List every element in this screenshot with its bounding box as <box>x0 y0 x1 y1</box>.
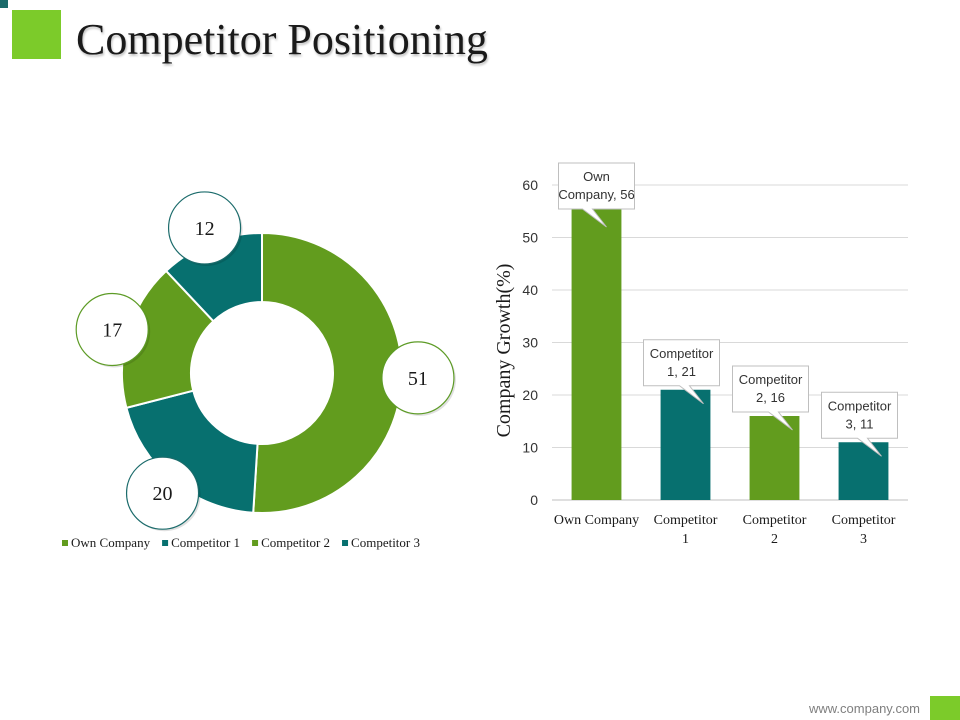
y-tick-label: 50 <box>522 230 538 246</box>
doughnut-legend: Own Company Competitor 1 Competitor 2 Compe… <box>62 535 420 550</box>
bar-competitor-1 <box>660 389 711 500</box>
bar-data-label: Competitor 2, 16 <box>739 372 803 405</box>
bar-data-callout: Competitor 1, 21 <box>643 339 720 405</box>
doughnut-value-label: 20 <box>153 483 173 505</box>
bar-data-callout: Competitor 2, 16 <box>732 365 809 431</box>
doughnut-value-label: 51 <box>408 368 428 390</box>
bar-competitor-2 <box>749 416 800 500</box>
legend-swatch <box>342 540 349 546</box>
bar-own-company <box>571 206 622 500</box>
x-tick-label: Own Company <box>554 513 639 528</box>
footer-accent-square <box>930 696 960 720</box>
corner-accent <box>0 0 8 8</box>
doughnut-data-label: 20 <box>125 456 201 532</box>
legend-label: Own Company <box>71 535 151 550</box>
bar-data-callout: Own Company, 56 <box>558 162 635 228</box>
doughnut-data-label: 12 <box>167 191 243 266</box>
y-tick-label: 30 <box>522 335 538 351</box>
doughnut-slice-competitor-2 <box>121 269 215 410</box>
footer-url: www.company.com <box>808 701 920 716</box>
bar-competitor-3 <box>838 442 889 500</box>
bar-chart: 0 10 20 30 40 50 60 Company Growth(%) Own Compan… <box>493 162 908 547</box>
legend-label: Competitor 1 <box>171 535 240 550</box>
legend-label: Competitor 2 <box>261 535 330 550</box>
legend-swatch <box>62 540 68 546</box>
title-accent-square <box>12 10 61 59</box>
legend-label: Competitor 3 <box>351 535 420 550</box>
y-tick-label: 10 <box>522 440 538 456</box>
doughnut-slice-competitor-1 <box>125 389 259 514</box>
legend-swatch <box>252 540 259 546</box>
doughnut-data-label: 51 <box>381 341 456 416</box>
doughnut-value-label: 17 <box>102 319 122 341</box>
bar-data-label: Competitor 3, 11 <box>828 398 892 431</box>
x-tick-label: Competitor 3 <box>832 513 896 547</box>
doughnut-chart: 51 20 17 12 <box>75 191 456 532</box>
y-axis-title: Company Growth(%) <box>493 264 515 438</box>
y-tick-label: 20 <box>522 387 538 403</box>
x-tick-label: Competitor 2 <box>743 513 807 547</box>
bar-data-label: Competitor 1, 21 <box>650 346 714 379</box>
y-tick-label: 40 <box>522 282 538 298</box>
bar-data-callout: Competitor 3, 11 <box>821 391 898 457</box>
slide-title: Competitor Positioning <box>76 15 488 64</box>
doughnut-slice-own-company <box>252 231 403 514</box>
y-tick-label: 0 <box>530 492 538 508</box>
x-tick-label: Competitor 1 <box>654 513 718 547</box>
bar-data-label: Own Company, 56 <box>558 169 634 202</box>
doughnut-data-label: 17 <box>75 292 151 368</box>
doughnut-value-label: 12 <box>195 218 215 240</box>
legend-swatch <box>162 540 169 546</box>
y-tick-label: 60 <box>522 177 538 193</box>
